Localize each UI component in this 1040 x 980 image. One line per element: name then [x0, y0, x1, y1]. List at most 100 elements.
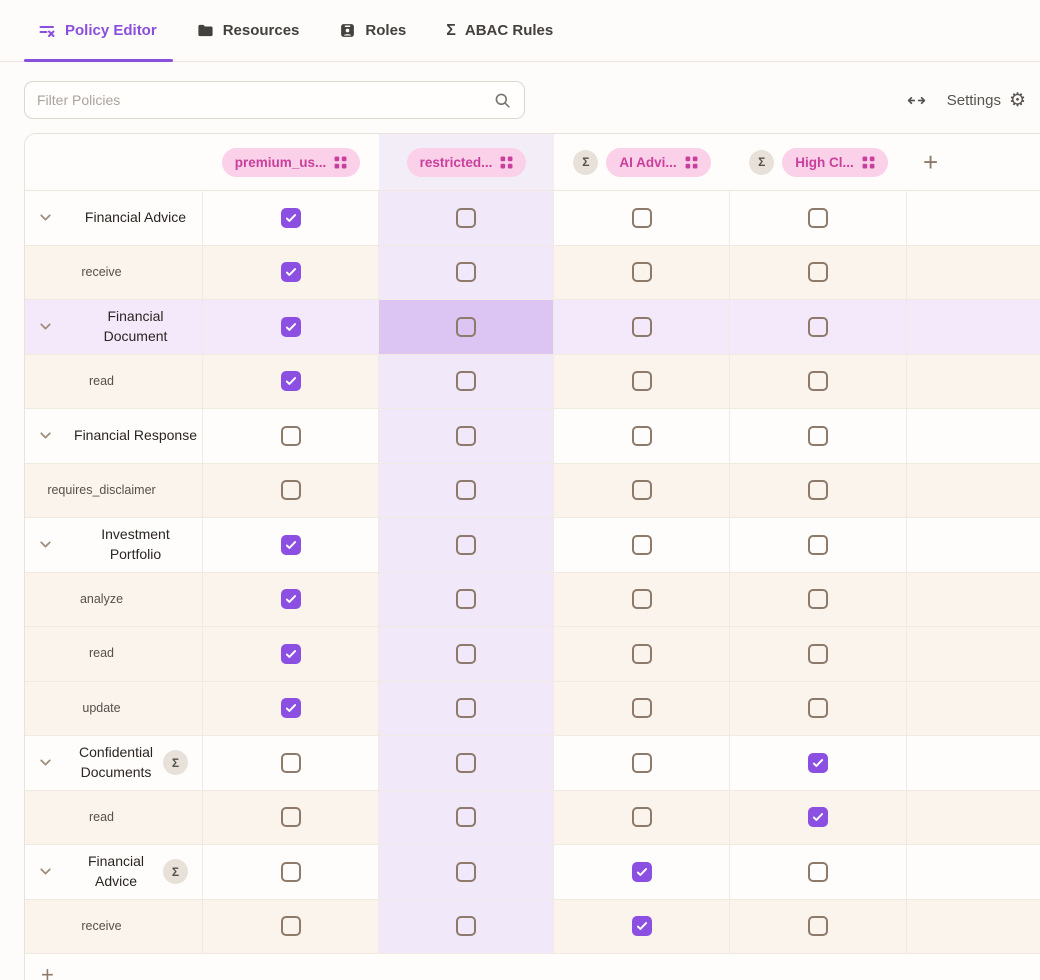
checkbox-unchecked[interactable]	[280, 752, 301, 773]
checkbox-unchecked[interactable]	[631, 534, 652, 555]
checkbox-unchecked[interactable]	[456, 752, 476, 773]
checkbox-unchecked[interactable]	[456, 425, 476, 446]
row-label-cell[interactable]: Financial Advice	[25, 191, 203, 245]
column-pill[interactable]: AI Advi...	[606, 147, 711, 177]
checkbox-unchecked[interactable]	[280, 916, 301, 937]
checkbox-unchecked[interactable]	[808, 916, 828, 937]
checkbox-unchecked[interactable]	[280, 861, 301, 882]
tab-resources[interactable]: Resources	[197, 0, 300, 61]
checkbox-checked[interactable]	[631, 861, 652, 882]
row-label-cell[interactable]: read	[25, 627, 203, 681]
checkbox-cell	[379, 245, 554, 299]
column-pill[interactable]: premium_us...	[221, 147, 361, 177]
row-label: receive	[81, 918, 122, 933]
add-column-button[interactable]: +	[923, 147, 939, 177]
checkbox-unchecked[interactable]	[280, 425, 301, 446]
checkbox-unchecked[interactable]	[808, 316, 828, 337]
checkbox-unchecked[interactable]	[631, 807, 652, 828]
checkbox-unchecked[interactable]	[456, 698, 476, 719]
checkbox-checked[interactable]	[280, 589, 301, 610]
checkbox-unchecked[interactable]	[808, 534, 828, 555]
chevron-down-icon[interactable]	[25, 318, 69, 335]
checkbox-unchecked[interactable]	[456, 589, 476, 610]
row-label-cell[interactable]: Financial Advice Σ	[25, 845, 203, 899]
checkbox-checked[interactable]	[808, 807, 828, 828]
row-label-cell[interactable]: read	[25, 790, 203, 844]
checkbox-unchecked[interactable]	[631, 589, 652, 610]
checkbox-unchecked[interactable]	[456, 262, 476, 283]
row-label-cell[interactable]: Confidential Documents Σ	[25, 736, 203, 790]
checkbox-unchecked[interactable]	[456, 207, 476, 228]
checkbox-unchecked[interactable]	[808, 262, 828, 283]
checkbox-unchecked[interactable]	[631, 698, 652, 719]
tab-policy-editor[interactable]: Policy Editor	[24, 0, 173, 62]
row-label-cell[interactable]: Financial Document	[25, 300, 203, 354]
checkbox-checked[interactable]	[280, 534, 301, 555]
row-label-cell[interactable]: Investment Portfolio	[25, 518, 203, 572]
checkbox-unchecked[interactable]	[456, 861, 476, 882]
row-label-cell[interactable]: receive	[25, 245, 203, 299]
checkbox-checked[interactable]	[280, 371, 301, 392]
checkbox-unchecked[interactable]	[808, 425, 828, 446]
column-pill[interactable]: restricted...	[406, 147, 527, 177]
tab-roles[interactable]: Roles	[339, 0, 406, 61]
checkbox-checked[interactable]	[280, 643, 301, 664]
checkbox-unchecked[interactable]	[808, 371, 828, 392]
row-label-cell[interactable]: update	[25, 681, 203, 735]
tab-label: Resources	[222, 22, 300, 39]
checkbox-unchecked[interactable]	[631, 371, 652, 392]
grip-icon[interactable]	[862, 156, 875, 169]
checkbox-unchecked[interactable]	[808, 589, 828, 610]
checkbox-unchecked[interactable]	[631, 316, 652, 337]
filter-input[interactable]	[37, 92, 493, 108]
checkbox-cell	[203, 899, 379, 953]
checkbox-checked[interactable]	[280, 698, 301, 719]
checkbox-unchecked[interactable]	[456, 480, 476, 501]
chevron-down-icon[interactable]	[25, 863, 69, 880]
checkbox-unchecked[interactable]	[280, 807, 301, 828]
checkbox-unchecked[interactable]	[456, 807, 476, 828]
row-label-cell[interactable]: analyze	[25, 572, 203, 626]
checkbox-cell	[203, 191, 379, 245]
chevron-down-icon[interactable]	[25, 209, 69, 226]
checkbox-unchecked[interactable]	[456, 534, 476, 555]
grip-icon[interactable]	[685, 156, 698, 169]
chevron-down-icon[interactable]	[25, 427, 69, 444]
checkbox-unchecked[interactable]	[631, 207, 652, 228]
checkbox-unchecked[interactable]	[631, 480, 652, 501]
checkbox-unchecked[interactable]	[631, 425, 652, 446]
row-label-cell[interactable]: receive	[25, 899, 203, 953]
checkbox-unchecked[interactable]	[280, 480, 301, 501]
grip-icon[interactable]	[500, 156, 513, 169]
checkbox-unchecked[interactable]	[456, 643, 476, 664]
checkbox-unchecked[interactable]	[631, 643, 652, 664]
chevron-down-icon[interactable]	[25, 754, 69, 771]
row-label-cell[interactable]: Financial Response	[25, 409, 203, 463]
checkbox-checked[interactable]	[280, 262, 301, 283]
checkbox-checked[interactable]	[808, 752, 828, 773]
checkbox-unchecked[interactable]	[808, 698, 828, 719]
checkbox-unchecked[interactable]	[808, 480, 828, 501]
checkbox-cell	[554, 191, 730, 245]
row-label-cell[interactable]: read	[25, 354, 203, 408]
grip-icon[interactable]	[334, 156, 347, 169]
checkbox-checked[interactable]	[631, 916, 652, 937]
settings-button[interactable]: Settings ⚙	[947, 91, 1026, 110]
chevron-down-icon[interactable]	[25, 536, 69, 553]
checkbox-cell	[730, 300, 907, 354]
tab-abac-rules[interactable]: Σ ABAC Rules	[446, 0, 553, 61]
checkbox-unchecked[interactable]	[456, 371, 476, 392]
checkbox-unchecked[interactable]	[456, 916, 476, 937]
add-row-button[interactable]: +	[41, 964, 54, 980]
checkbox-unchecked[interactable]	[631, 262, 652, 283]
checkbox-checked[interactable]	[280, 316, 301, 337]
checkbox-unchecked[interactable]	[631, 752, 652, 773]
checkbox-unchecked[interactable]	[456, 316, 476, 337]
row-label-cell[interactable]: requires_disclaimer	[25, 463, 203, 517]
checkbox-unchecked[interactable]	[808, 643, 828, 664]
checkbox-checked[interactable]	[280, 207, 301, 228]
expand-columns-button[interactable]	[906, 90, 927, 111]
checkbox-unchecked[interactable]	[808, 861, 828, 882]
column-pill[interactable]: High Cl...	[782, 147, 888, 177]
checkbox-unchecked[interactable]	[808, 207, 828, 228]
